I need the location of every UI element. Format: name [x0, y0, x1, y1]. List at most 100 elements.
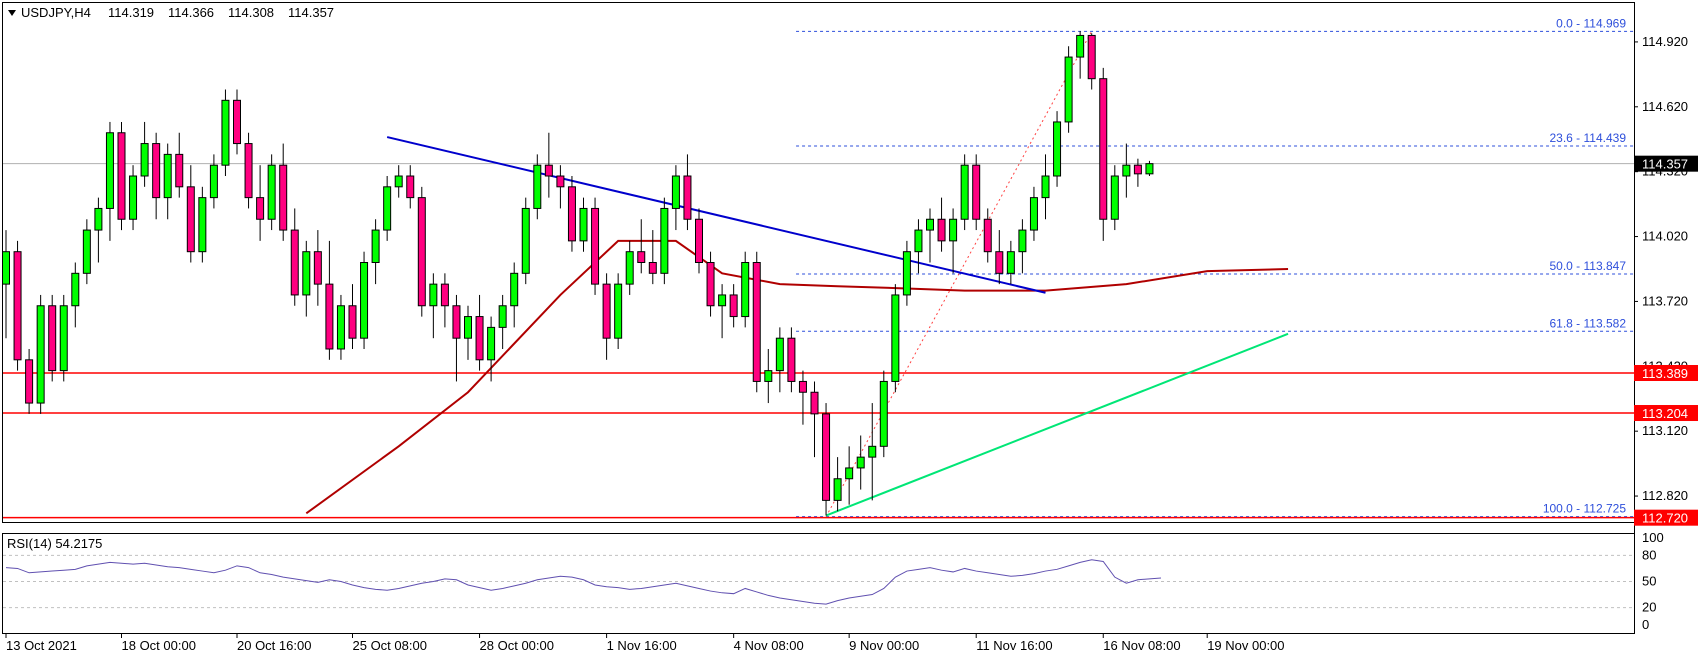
candle-body [995, 251, 1004, 274]
candle-body [510, 272, 519, 307]
time-tick-label: 20 Oct 16:00 [237, 638, 311, 653]
candle-body [741, 262, 750, 318]
candle-body [256, 197, 265, 220]
candle-body [521, 207, 530, 274]
candle-body [336, 305, 345, 350]
current-price-badge [1634, 155, 1698, 172]
candle-body [1122, 164, 1131, 177]
candle-body [706, 262, 715, 307]
fib-level-label: 61.8 - 113.582 [1549, 316, 1626, 330]
rsi-pane: 100 80 50 20 0 [3, 530, 1664, 632]
candle-body [406, 175, 415, 199]
candle-body [129, 175, 138, 220]
candle-body [105, 132, 114, 209]
candle-body [683, 175, 692, 220]
time-tick-label: 13 Oct 2021 [6, 638, 77, 653]
time-tick-label: 4 Nov 08:00 [734, 638, 804, 653]
candle-body [360, 262, 369, 339]
candle-body [798, 380, 807, 393]
symbol-dropdown-icon[interactable] [8, 10, 16, 16]
candle-body [879, 380, 888, 447]
candle-body [660, 207, 669, 274]
symbol-timeframe: USDJPY,H4 [21, 5, 91, 20]
candle-body [1053, 121, 1062, 177]
candle-body [775, 337, 784, 372]
moving-average-layer [305, 239, 1289, 515]
candle-body [48, 305, 57, 372]
candle-body [440, 283, 449, 307]
candle-body [822, 413, 831, 501]
candle-body [614, 283, 623, 339]
bearish-trend-line [386, 136, 1046, 294]
candle-body [937, 218, 946, 242]
time-axis: 13 Oct 2021 18 Oct 00:00 20 Oct 16:00 25 Oc… [5, 633, 1285, 653]
candle-body [279, 164, 288, 231]
candle-body [302, 251, 311, 296]
candle-body [845, 467, 854, 480]
rsi-tick-label: 100 [1642, 530, 1664, 545]
candle-body [221, 99, 230, 166]
candle-body [82, 229, 91, 274]
level-price-badge [1634, 365, 1698, 382]
candle-body [637, 251, 646, 263]
candle-body [325, 283, 334, 350]
candle-body [1041, 175, 1050, 199]
candle-body [833, 478, 842, 501]
time-tick-label: 25 Oct 08:00 [353, 638, 427, 653]
level-price-label: 113.204 [1642, 406, 1688, 421]
level-price-label: 113.389 [1642, 366, 1688, 381]
candle-body [1006, 251, 1015, 274]
candle-body [464, 316, 472, 339]
candle-body [752, 262, 761, 382]
ohlc-low: 114.308 [228, 5, 274, 20]
level-price-badge [1634, 405, 1698, 422]
candle-body [1076, 34, 1085, 58]
candle-body [556, 175, 565, 188]
candle-body [163, 153, 172, 199]
candle-body [394, 175, 403, 188]
price-axis: 114.920114.620114.320114.020113.720113.4… [1634, 34, 1698, 526]
rsi-tick-label: 0 [1642, 617, 1649, 632]
candle-body [729, 294, 738, 318]
candle-body [579, 207, 588, 242]
moving-average-line [305, 239, 1289, 515]
candle-body [625, 251, 634, 285]
candle-body [972, 164, 981, 220]
level-price-badge [1634, 509, 1698, 526]
candle-body [1029, 197, 1038, 231]
price-tick-label: 113.120 [1642, 423, 1688, 438]
candle-body [198, 197, 207, 253]
candle-body [498, 305, 507, 328]
candle-body [313, 251, 322, 285]
main-pane-border [2, 2, 1635, 523]
candle-body [348, 305, 357, 339]
candle-body [383, 186, 392, 231]
rsi-line [5, 559, 1162, 605]
candle-body [1087, 34, 1096, 80]
candle-body [926, 218, 934, 231]
candle-body [209, 164, 218, 199]
candle-body [787, 337, 796, 382]
candle-body [983, 218, 992, 253]
candle-body [1145, 163, 1154, 175]
time-tick-label: 1 Nov 16:00 [607, 638, 677, 653]
candle-body [13, 251, 22, 361]
candle-body [1064, 56, 1073, 123]
candle-body [1133, 164, 1142, 175]
time-tick-label: 19 Nov 00:00 [1207, 638, 1284, 653]
candle-body [810, 391, 819, 415]
trend-lines-layer [386, 136, 1289, 517]
price-tick-label: 114.020 [1642, 229, 1688, 244]
fib-level-label: 23.6 - 114.439 [1549, 131, 1626, 145]
fibonacci-layer: 0.0 - 114.969 23.6 - 114.439 50.0 - 113.84… [796, 16, 1634, 518]
candle-body [475, 316, 484, 361]
candle-body [648, 262, 657, 274]
candle-body [371, 229, 380, 263]
bullish-support-line [825, 332, 1289, 517]
candle-body [591, 207, 600, 285]
candle-body [452, 305, 461, 339]
candle-body [429, 283, 438, 307]
candle-body [1099, 78, 1108, 220]
candle-body [764, 370, 773, 382]
